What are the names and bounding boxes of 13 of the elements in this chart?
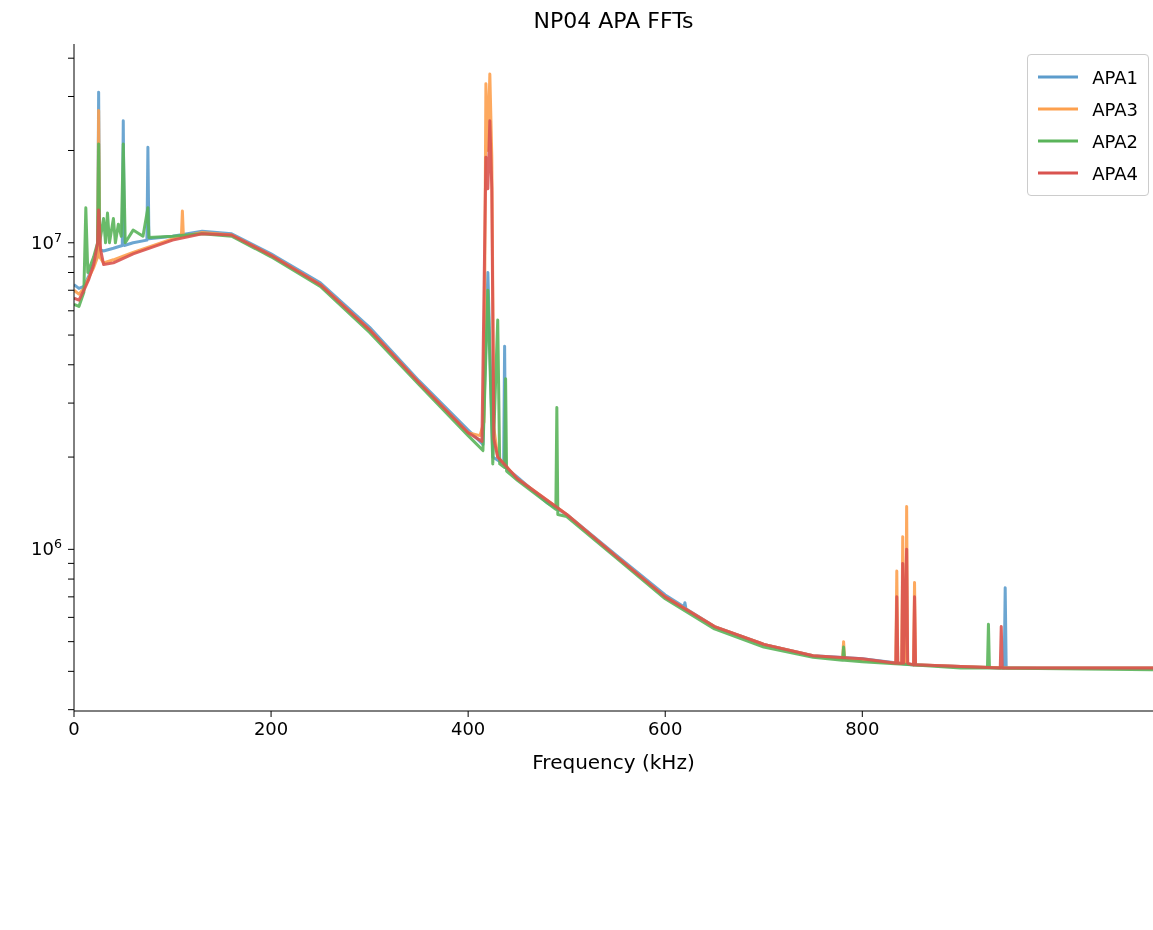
x-tick-label: 400 [450,718,486,739]
y-tick-label: 10$^{7}$ [31,229,62,253]
legend-label: APA3 [1092,98,1138,120]
legend-label: APA2 [1092,130,1138,152]
x-tick-label: 0 [68,718,80,739]
legend-label: APA1 [1092,66,1138,88]
x-tick-label: 200 [253,718,289,739]
x-tick-label: 600 [648,718,683,739]
chart-title: NP04 APA FFTs [532,8,695,33]
legend-label: APA4 [1092,162,1138,184]
x-axis-title: Frequency (kHz) [532,750,695,774]
y-tick-label: 10$^{6}$ [31,535,62,560]
x-tick-label: 800 [845,718,880,739]
